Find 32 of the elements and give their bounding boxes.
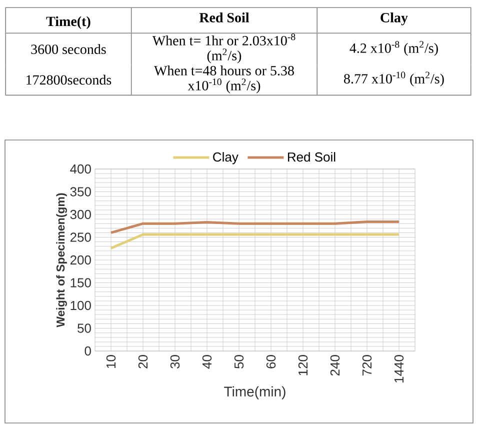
x-tick-label: 240 — [330, 355, 340, 376]
y-tick-label: 250 — [70, 232, 91, 242]
text: 3600 seconds — [31, 44, 106, 54]
y-tick-label: 400 — [70, 164, 91, 174]
y-axis-title: Weight of Specimen(gm) — [56, 193, 67, 328]
y-tick-label: 50 — [78, 324, 91, 333]
x-axis-title: Time(min) — [224, 386, 286, 400]
text: Red Soil — [199, 12, 250, 22]
y-tick-label: 300 — [70, 210, 91, 220]
y-tick-label: 350 — [70, 187, 91, 196]
text: 4.2 x10$^{-8}$ (m$^{2}$/s) — [350, 41, 438, 56]
y-tick-label: 0 — [84, 346, 91, 356]
x-tick-label: 1440 — [394, 355, 404, 382]
y-tick-label: 150 — [70, 278, 91, 288]
x-tick-label: 40 — [202, 355, 212, 369]
x-tick-label: 720 — [362, 355, 372, 376]
text: When t= 1hr or 2.03x10$^{-8}$ (m$^{2}$/s) — [152, 34, 296, 64]
y-tick-label: 200 — [70, 255, 91, 265]
x-tick-label: 30 — [170, 355, 180, 368]
legend-label: Clay — [213, 152, 238, 164]
legend-label: Red Soil — [288, 152, 336, 162]
text: Clay — [380, 12, 408, 26]
x-tick-label: 20 — [138, 355, 148, 368]
x-tick-label: 50 — [234, 355, 244, 368]
x-tick-label: 10 — [106, 355, 116, 368]
text: 8.77 x10$^{-10}$ (m$^{2}$/s) — [344, 72, 444, 86]
y-tick-label: 100 — [70, 300, 91, 310]
x-tick-label: 60 — [266, 355, 276, 368]
text: When t=48 hours or 5.38 x10$^{-10}$ (m$^{2}$/s) — [154, 66, 294, 94]
text: Time(t) — [46, 16, 90, 29]
text: 172800seconds — [26, 74, 112, 85]
x-tick-label: 120 — [298, 355, 308, 376]
